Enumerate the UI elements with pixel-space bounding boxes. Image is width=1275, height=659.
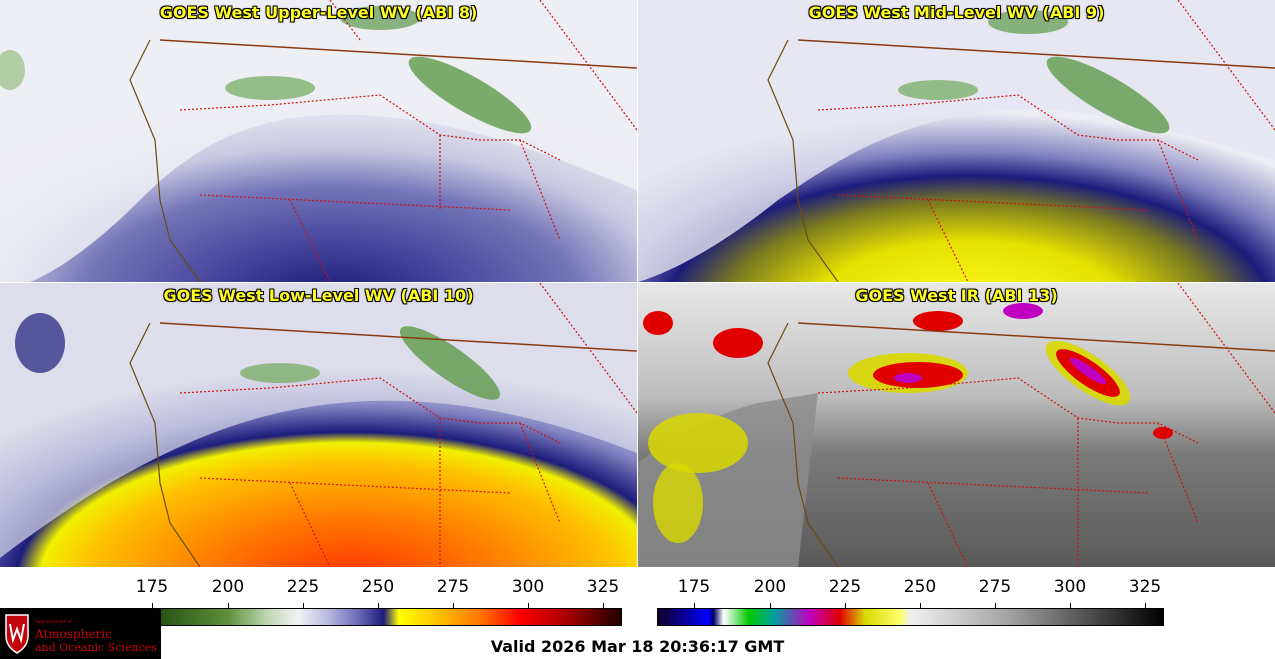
aos-logo: Department of Atmospheric and Oceanic Sc… <box>0 608 161 659</box>
wv-tick-label: 300 <box>511 577 545 597</box>
ir-image <box>638 283 1275 567</box>
logo-dept-text: Department of <box>35 619 72 625</box>
panel-ir: GOES West IR (ABI 13) <box>638 283 1275 567</box>
ir-tick-mark <box>1070 603 1071 608</box>
logo-line1: Atmospheric <box>35 627 112 641</box>
ir-colorbar <box>657 608 1164 626</box>
ir-tick-mark <box>845 603 846 608</box>
wv-tick-label: 250 <box>361 577 395 597</box>
wv-tick-label: 175 <box>135 577 169 597</box>
ir-tick-mark <box>770 603 771 608</box>
ir-tick-mark <box>694 603 695 608</box>
uw-crest-icon <box>5 614 29 654</box>
wv-tick-mark <box>453 603 454 608</box>
panel-title-upper-level-wv: GOES West Upper-Level WV (ABI 8) <box>159 3 478 22</box>
panel-upper-level-wv: GOES West Upper-Level WV (ABI 8) <box>0 0 637 282</box>
wv-tick-mark <box>528 603 529 608</box>
ir-tick-label: 325 <box>1128 577 1162 597</box>
wv-colorbar <box>115 608 622 626</box>
ir-tick-label: 300 <box>1053 577 1087 597</box>
ir-tick-mark <box>1145 603 1146 608</box>
wv-tick-mark <box>152 603 153 608</box>
ir-tick-label: 275 <box>978 577 1012 597</box>
ir-tick-label: 250 <box>903 577 937 597</box>
panel-mid-level-wv: GOES West Mid-Level WV (ABI 9) <box>638 0 1275 282</box>
ir-tick-label: 200 <box>753 577 787 597</box>
panel-title-low-level-wv: GOES West Low-Level WV (ABI 10) <box>163 286 474 305</box>
ir-tick-label: 225 <box>828 577 862 597</box>
ir-tick-mark <box>995 603 996 608</box>
ir-tick-mark <box>920 603 921 608</box>
low-level-wv-image <box>0 283 637 567</box>
wv-tick-label: 325 <box>586 577 620 597</box>
panel-title-ir: GOES West IR (ABI 13) <box>855 286 1058 305</box>
mid-level-wv-image <box>638 0 1275 282</box>
wv-tick-mark <box>303 603 304 608</box>
wv-tick-label: 225 <box>286 577 320 597</box>
wv-tick-mark <box>228 603 229 608</box>
panel-title-mid-level-wv: GOES West Mid-Level WV (ABI 9) <box>808 3 1105 22</box>
valid-time: Valid 2026 Mar 18 20:36:17 GMT <box>490 637 785 656</box>
wv-tick-label: 275 <box>436 577 470 597</box>
wv-tick-label: 200 <box>211 577 245 597</box>
panel-low-level-wv: GOES West Low-Level WV (ABI 10) <box>0 283 637 567</box>
wv-tick-mark <box>603 603 604 608</box>
upper-level-wv-image <box>0 0 637 282</box>
wv-tick-mark <box>378 603 379 608</box>
ir-tick-label: 175 <box>677 577 711 597</box>
logo-line2: and Oceanic Sciences <box>35 641 157 654</box>
